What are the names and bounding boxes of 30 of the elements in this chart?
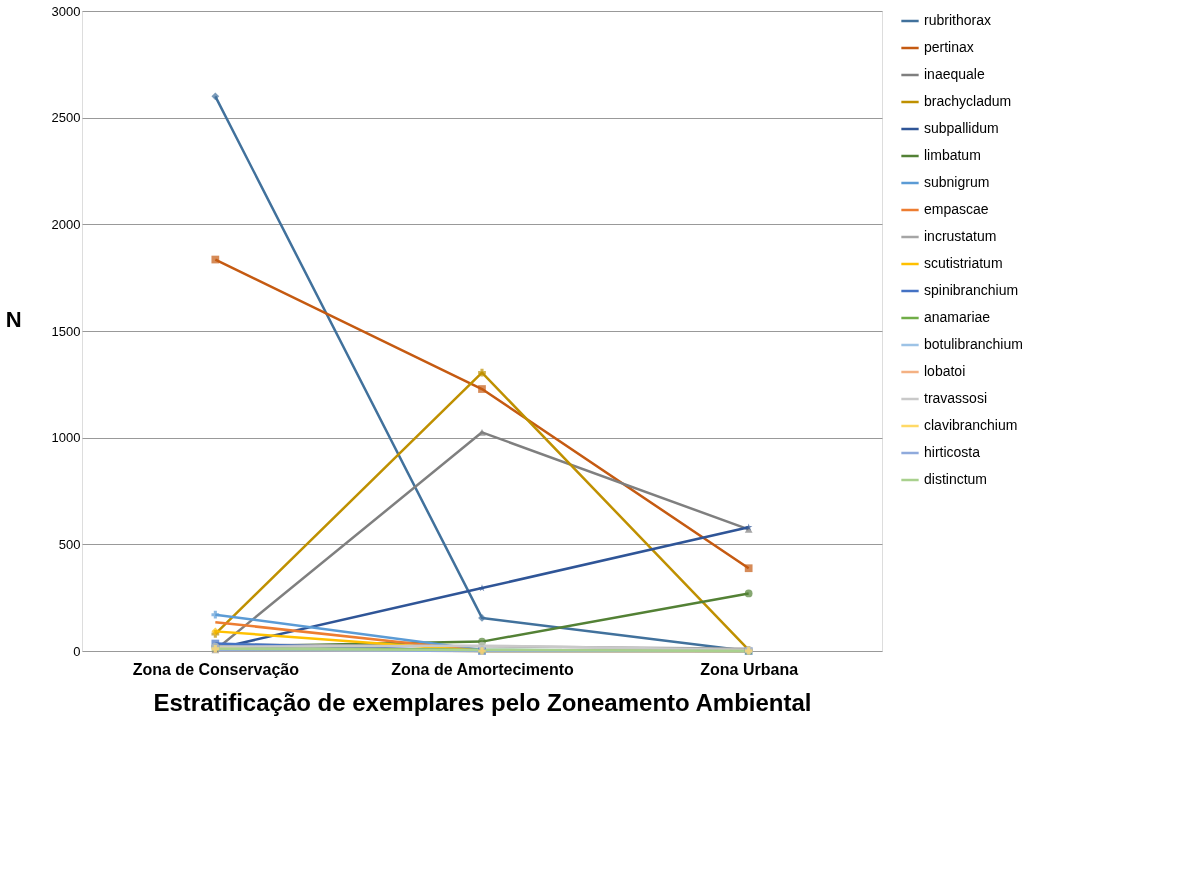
legend-label: hirticosta (924, 444, 981, 460)
y-tick-label: 2500 (51, 110, 81, 126)
y-axis-title: N (5, 306, 22, 332)
legend-label: rubrithorax (924, 12, 991, 28)
legend-label: spinibranchium (924, 282, 1019, 298)
legend-label: anamariae (924, 309, 991, 325)
x-tick-label: Zona de Amortecimento (391, 660, 574, 678)
x-tick-label: Zona Urbana (700, 660, 799, 678)
legend-label: travassosi (924, 390, 988, 406)
legend-label: brachycladum (924, 93, 1012, 109)
legend-label: clavibranchium (924, 417, 1018, 433)
legend-label: distinctum (924, 471, 988, 487)
legend-label: inaequale (924, 66, 985, 82)
y-tick-label: 2000 (51, 216, 81, 232)
y-tick-label: 1500 (51, 323, 81, 339)
y-tick-label: 3000 (51, 3, 81, 19)
y-tick-label: 500 (58, 536, 81, 552)
y-tick-label: 0 (73, 643, 81, 659)
legend-label: botulibranchium (924, 336, 1023, 352)
x-tick-label: Zona de Conservação (132, 660, 300, 678)
legend-label: subpallidum (924, 120, 999, 136)
legend-label: limbatum (924, 147, 981, 163)
y-tick-label: 1000 (51, 430, 81, 446)
legend-label: empascae (924, 201, 989, 217)
x-axis-title: Estratificação de exemplares pelo Zoneamento Ambiental (153, 688, 812, 716)
legend-label: scutistriatum (924, 255, 1003, 271)
legend-label: lobatoi (924, 363, 966, 379)
legend-label: pertinax (924, 39, 974, 55)
legend-label: subnigrum (924, 174, 990, 190)
legend-label: incrustatum (924, 228, 997, 244)
